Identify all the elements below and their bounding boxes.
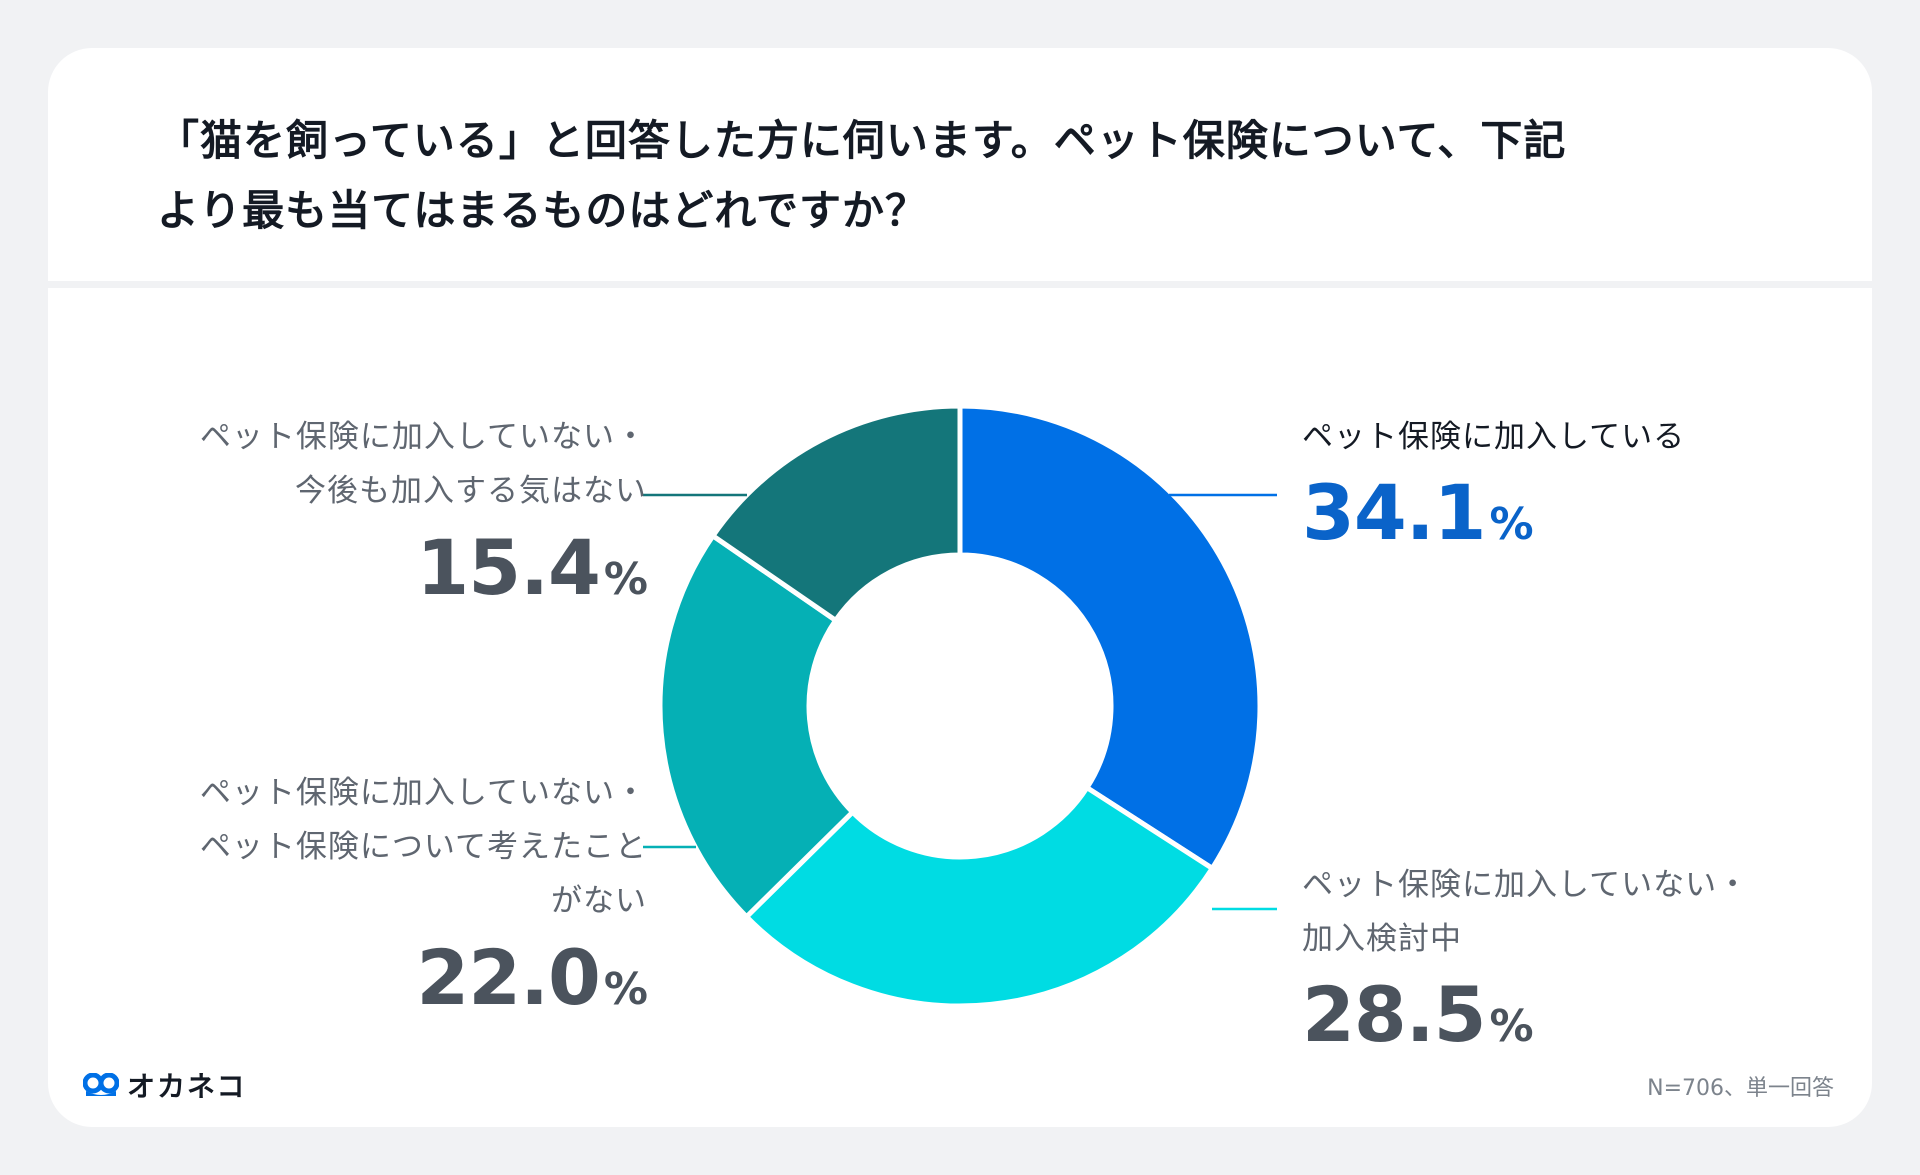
value-number: 34.1 [1302,468,1487,557]
label-line: 加入検討中 [1302,921,1462,957]
label-line: ペット保険に加入している [1302,419,1686,455]
value-considering: 28.5% [1302,970,1534,1059]
percent-sign: % [1489,499,1534,550]
header-divider [48,281,1872,288]
value-number: 28.5 [1302,970,1487,1059]
label-line: ペット保険に加入していない・ [1302,867,1750,903]
title-line-1: 「猫を飼っている」と回答した方に伺います。ペット保険について、下記 [157,116,1567,165]
label-line: ペット保険に加入していない・ [199,775,647,811]
donut-slice-3 [709,403,963,624]
label-line: ペット保険に加入していない・ [199,419,647,455]
label-no-intention: ペット保険に加入していない・ 今後も加入する気はない [200,410,647,518]
logo-cat-icon [83,1073,119,1096]
title-line-2: より最も当てはまるものはどれですか？ [157,186,929,235]
sample-note: N=706、単一回答 [1647,1076,1834,1101]
percent-sign: % [603,964,648,1015]
percent-sign: % [603,554,648,605]
chart-title: 「猫を飼っている」と回答した方に伺います。ペット保険について、下記 より最も当て… [157,106,1807,246]
chart-card: 「猫を飼っている」と回答した方に伺います。ペット保険について、下記 より最も当て… [48,48,1872,1127]
value-number: 22.0 [416,933,601,1022]
label-line: がない [551,883,647,919]
label-considering: ペット保険に加入していない・ 加入検討中 [1302,858,1749,966]
label-insured: ペット保険に加入している [1302,410,1685,464]
value-number: 15.4 [416,523,601,612]
donut-slice-0 [957,403,1263,872]
value-insured: 34.1% [1302,468,1534,557]
donut-slice-2 [657,532,857,921]
donut-slice-1 [743,784,1216,1009]
label-never-considered: ペット保険に加入していない・ ペット保険について考えたこと がない [200,766,647,928]
donut-chart [643,403,1277,1009]
label-line: 今後も加入する気はない [295,473,647,509]
label-line: ペット保険について考えたこと [199,829,647,865]
logo-text: オカネコ [127,1070,247,1103]
value-no-intention: 15.4% [416,523,648,612]
okaneko-logo: オカネコ [83,1065,246,1105]
value-never-considered: 22.0% [416,933,648,1022]
percent-sign: % [1489,1001,1534,1052]
